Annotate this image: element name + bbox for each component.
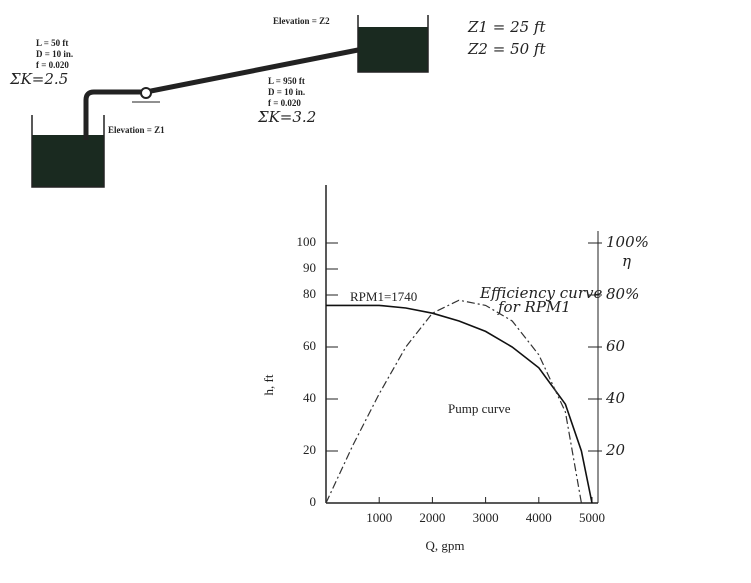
label: D = 10 in.: [36, 49, 73, 59]
annotation: Pump curve: [448, 401, 511, 416]
x-tick-label: 1000: [366, 510, 392, 525]
y-tick-label: 0: [310, 494, 317, 509]
annotation: RPM1=1740: [350, 289, 417, 304]
y2-tick-label: 60: [606, 337, 626, 355]
y2-tick-label: 20: [605, 441, 626, 459]
annotation: for RPM1: [497, 298, 571, 316]
label: ΣK=3.2: [257, 108, 316, 126]
series-line: [325, 299, 582, 504]
y-tick-label: 100: [297, 234, 317, 249]
x-axis-label: Q, gpm: [426, 538, 465, 553]
label: Elevation = Z2: [273, 16, 330, 26]
label: Elevation = Z1: [108, 125, 165, 135]
y-tick-label: 60: [303, 338, 316, 353]
label: ΣK=2.5: [9, 70, 68, 88]
lower-tank: [32, 135, 104, 187]
y-tick-label: 40: [303, 390, 316, 405]
y-axis-label: h, ft: [261, 374, 276, 395]
x-tick-label: 3000: [473, 510, 499, 525]
label: L = 50 ft: [36, 38, 68, 48]
annotation: Efficiency curve: [479, 284, 602, 302]
label: f = 0.020: [268, 98, 301, 108]
label: f = 0.020: [36, 60, 69, 70]
y-tick-label: 80: [303, 286, 316, 301]
x-tick-label: 2000: [419, 510, 445, 525]
label: Z2 = 50 ft: [467, 40, 546, 58]
label: Z1 = 25 ft: [467, 18, 546, 36]
series-line: [326, 304, 593, 504]
y-tick-label: 90: [303, 260, 316, 275]
y2-tick-label: 100%: [606, 233, 649, 251]
upper-tank: [358, 27, 428, 72]
upper-tank-wall: [357, 15, 429, 73]
x-tick-label: 5000: [579, 510, 605, 525]
label: D = 10 in.: [268, 87, 305, 97]
y2-axis-label: η: [622, 252, 631, 270]
lower-tank-wall: [31, 115, 105, 188]
y-tick-label: 20: [303, 442, 316, 457]
pump: [140, 87, 152, 99]
pipe: [83, 47, 359, 140]
label: L = 950 ft: [268, 76, 305, 86]
y2-tick-label: 40: [605, 389, 626, 407]
y2-tick-label: 80%: [606, 285, 639, 303]
x-tick-label: 4000: [526, 510, 552, 525]
